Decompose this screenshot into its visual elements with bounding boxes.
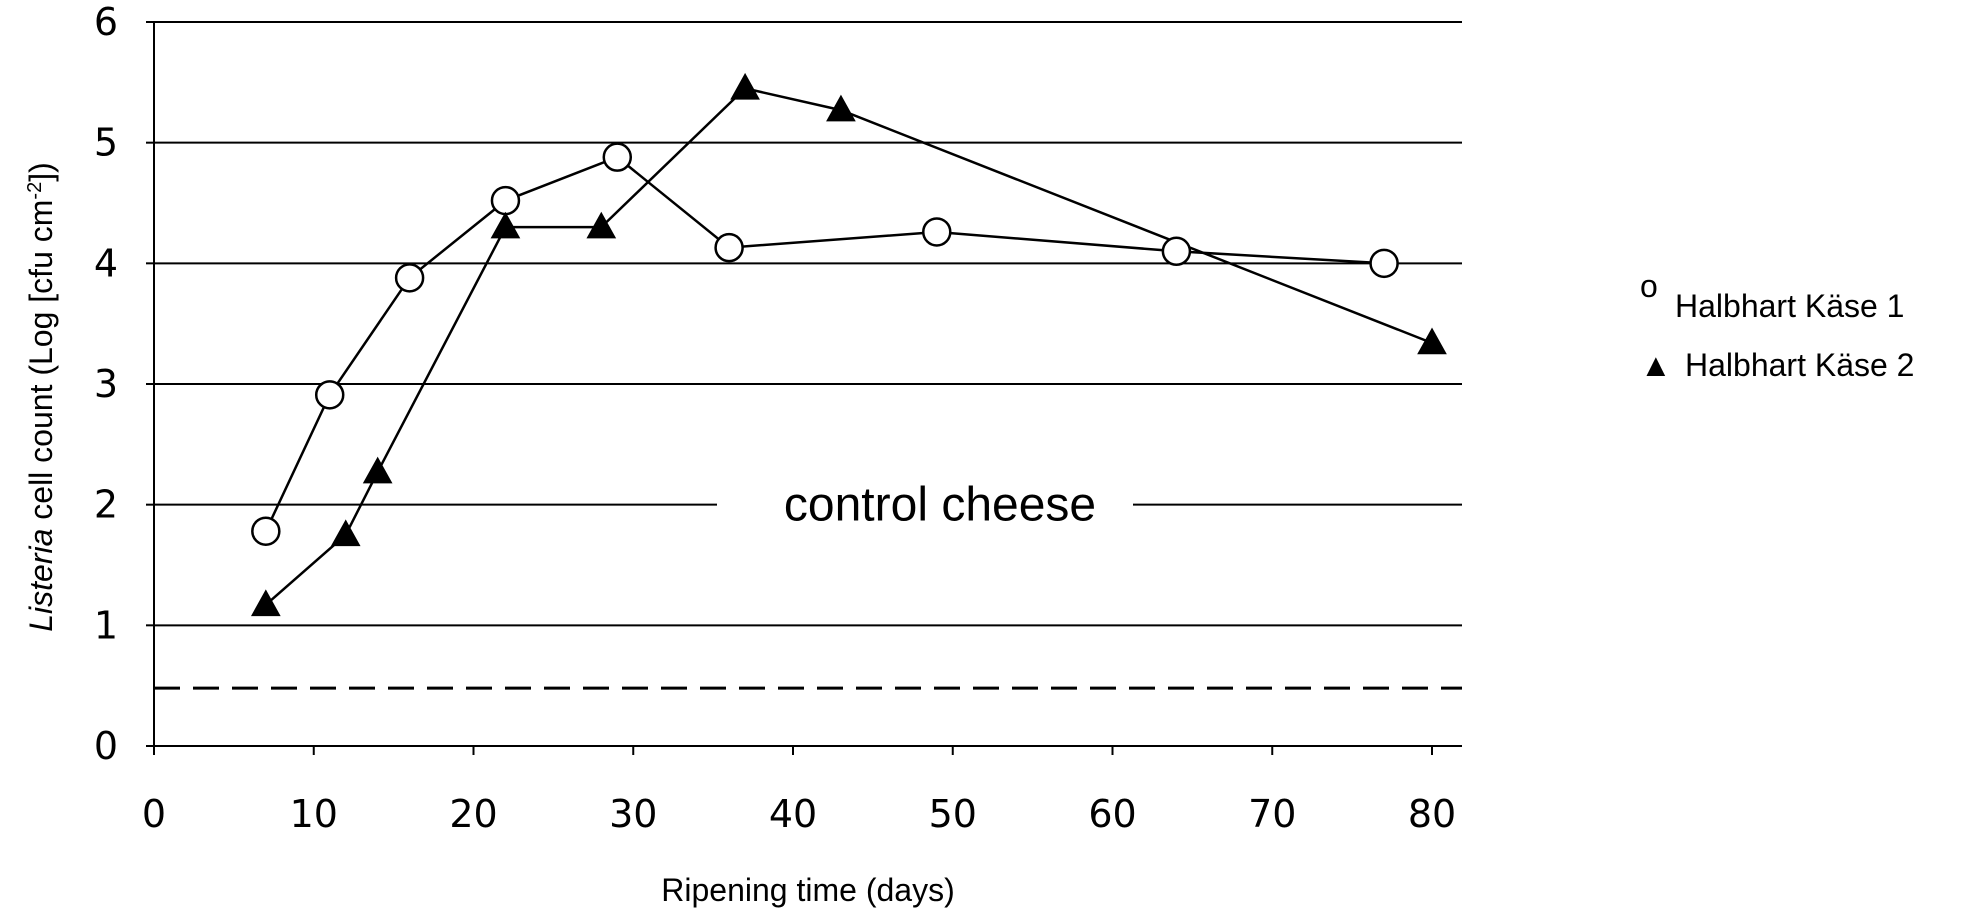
series-2-point [490, 211, 521, 239]
series-2-point [826, 94, 856, 122]
series-2-point [362, 456, 393, 484]
y-tick-label-2: 2 [94, 483, 118, 527]
x-tick-label-60: 60 [1088, 792, 1136, 836]
x-tick-label-80: 80 [1408, 792, 1456, 836]
series-1-point [490, 185, 521, 216]
axes [146, 21, 1462, 755]
series-1-point [1369, 248, 1399, 279]
series-1-point [602, 142, 633, 172]
legend-label-kaese-2: Halbhart Käse 2 [1685, 347, 1914, 383]
y-tick-label-4: 4 [94, 241, 118, 285]
series-1-point [922, 217, 952, 247]
y-tick-label-3: 3 [94, 362, 118, 406]
series-2-point [330, 519, 361, 547]
x-tick-label-50: 50 [929, 792, 977, 836]
x-tick-label-70: 70 [1248, 792, 1296, 836]
series-line-1 [264, 155, 1385, 532]
y-axis-label: Listeria cell count (Log [cfu cm-2]) [23, 162, 59, 632]
series-2-point [586, 211, 617, 239]
series-1-point [314, 380, 345, 410]
control-cheese-label: control cheese [784, 479, 1096, 532]
x-tick-label-10: 10 [290, 792, 338, 836]
x-tick-label-30: 30 [609, 792, 657, 836]
series-1-point [394, 263, 425, 293]
series-1-point [1161, 236, 1192, 267]
y-tick-label-1: 1 [94, 603, 118, 647]
legend-marker-triangle: ▲ [1640, 347, 1672, 383]
y-axis-label-end: ]) [23, 162, 59, 182]
series-1-point [714, 232, 744, 263]
x-axis-label: Ripening time (days) [661, 872, 954, 908]
legend-marker-circle: o [1640, 268, 1658, 304]
x-tick-label-40: 40 [769, 792, 817, 836]
series-2-point [730, 72, 760, 100]
series-1-point [251, 516, 281, 546]
gridlines [154, 21, 1462, 747]
y-axis-label-italic: Listeria [23, 529, 59, 632]
y-tick-label-0: 0 [94, 724, 118, 768]
series-line-2 [264, 87, 1433, 606]
legend: o Halbhart Käse 1 ▲ Halbhart Käse 2 [1640, 268, 1914, 383]
x-tick-label-20: 20 [449, 792, 497, 836]
legend-label-kaese-1: Halbhart Käse 1 [1675, 288, 1904, 324]
y-tick-label-6: 6 [94, 0, 118, 44]
y-axis-label-sup: -2 [24, 182, 46, 200]
y-tick-label-5: 5 [94, 121, 118, 165]
series-2-point [1417, 327, 1447, 355]
x-tick-label-0: 0 [142, 792, 166, 836]
series-2-point [250, 589, 281, 617]
plot-area [250, 72, 1447, 617]
y-axis-label-main: cell count (Log [cfu cm [23, 200, 59, 529]
